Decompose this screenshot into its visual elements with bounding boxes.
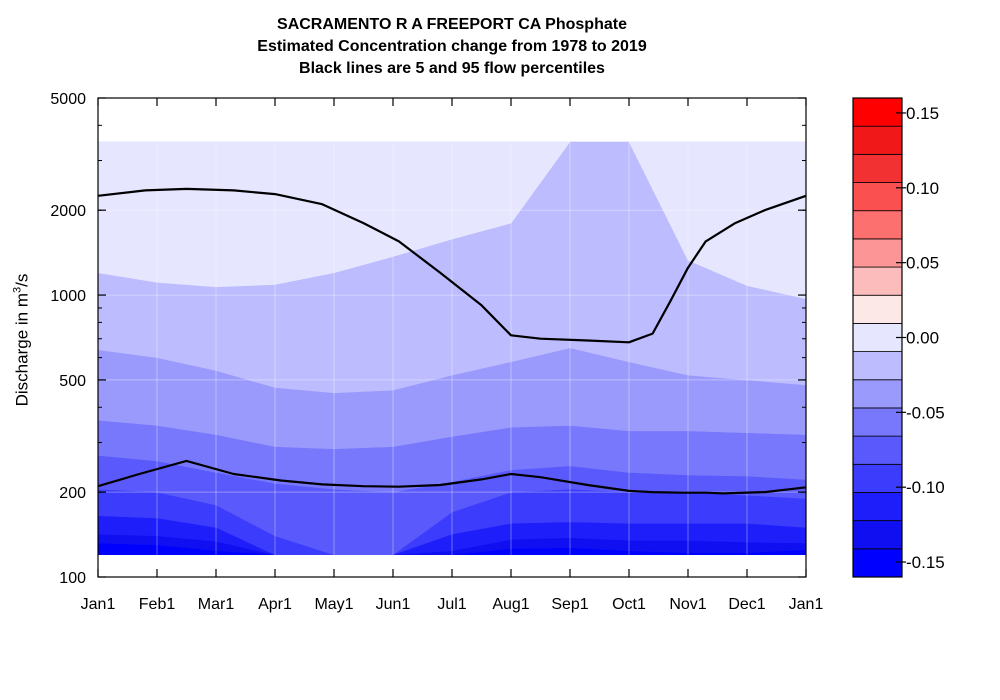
x-tick-label: Aug1 [492, 596, 529, 613]
colorbar-band [852, 294, 903, 324]
colorbar-band [852, 323, 903, 352]
y-axis: 100 200 500 1000 2000 5000 [50, 91, 806, 587]
colorbar-tick-label: 0.15 [906, 104, 939, 123]
colorbar-tick-label: -0.05 [906, 403, 945, 422]
title-line-1: SACRAMENTO R A FREEPORT CA Phosphate [277, 16, 627, 33]
colorbar-band [852, 407, 903, 437]
x-tick-label: Jan1 [789, 596, 824, 613]
colorbar-band [852, 238, 903, 268]
x-tick-label: Mar1 [198, 596, 235, 613]
x-tick-label: Dec1 [728, 596, 765, 613]
colorbar-tick-label: 0.05 [906, 254, 939, 273]
colorbar-band [852, 351, 903, 381]
flow-percentile-line-95 [97, 187, 807, 344]
colorbar-band [852, 125, 903, 155]
colorbar-band [852, 153, 903, 183]
colorbar-band [852, 97, 903, 127]
y-tick-label: 200 [59, 485, 86, 502]
colorbar-band [852, 435, 903, 465]
colorbar-tick-label: -0.15 [906, 553, 945, 572]
colorbar-band [852, 520, 903, 550]
colorbar-band [852, 182, 903, 212]
x-tick-label: May1 [314, 596, 353, 613]
colorbar-band [852, 379, 903, 409]
x-tick-label: Apr1 [258, 596, 292, 613]
x-axis: Jan1 Feb1 Mar1 Apr1 May1 Jun1 Jul1 Aug1 Sep1 Oct1… [81, 98, 824, 613]
colorbar-tick-label: -0.10 [906, 478, 945, 497]
flow-percentile-lines [97, 187, 807, 495]
title-line-2: Estimated Concentration change from 1978… [257, 38, 647, 55]
flow-percentile-line-5 [97, 459, 807, 495]
x-tick-label: Jul1 [437, 596, 466, 613]
y-tick-label: 500 [59, 373, 86, 390]
x-tick-label: Nov1 [669, 596, 706, 613]
colorbar-band [852, 548, 903, 578]
contour-bands [97, 141, 807, 555]
y-tick-label: 2000 [50, 203, 86, 220]
colorbar: -0.15 -0.10 -0.05 0.00 0.05 0.10 0.15 [852, 97, 945, 578]
y-tick-label: 100 [59, 570, 86, 587]
x-tick-label: Jan1 [81, 596, 116, 613]
y-tick-label: 5000 [50, 91, 86, 108]
colorbar-band [852, 210, 903, 240]
x-tick-label: Oct1 [612, 596, 646, 613]
x-tick-label: Sep1 [551, 596, 588, 613]
title-line-3: Black lines are 5 and 95 flow percentile… [299, 60, 605, 77]
y-tick-label: 1000 [50, 288, 86, 305]
colorbar-tick-label: 0.00 [906, 329, 939, 348]
x-tick-label: Jun1 [376, 596, 411, 613]
colorbar-tick-label: 0.10 [906, 179, 939, 198]
colorbar-band [852, 266, 903, 296]
colorbar-band [852, 463, 903, 493]
x-tick-label: Feb1 [139, 596, 176, 613]
colorbar-band [852, 492, 903, 522]
chart-title: SACRAMENTO R A FREEPORT CA Phosphate Est… [98, 14, 806, 80]
